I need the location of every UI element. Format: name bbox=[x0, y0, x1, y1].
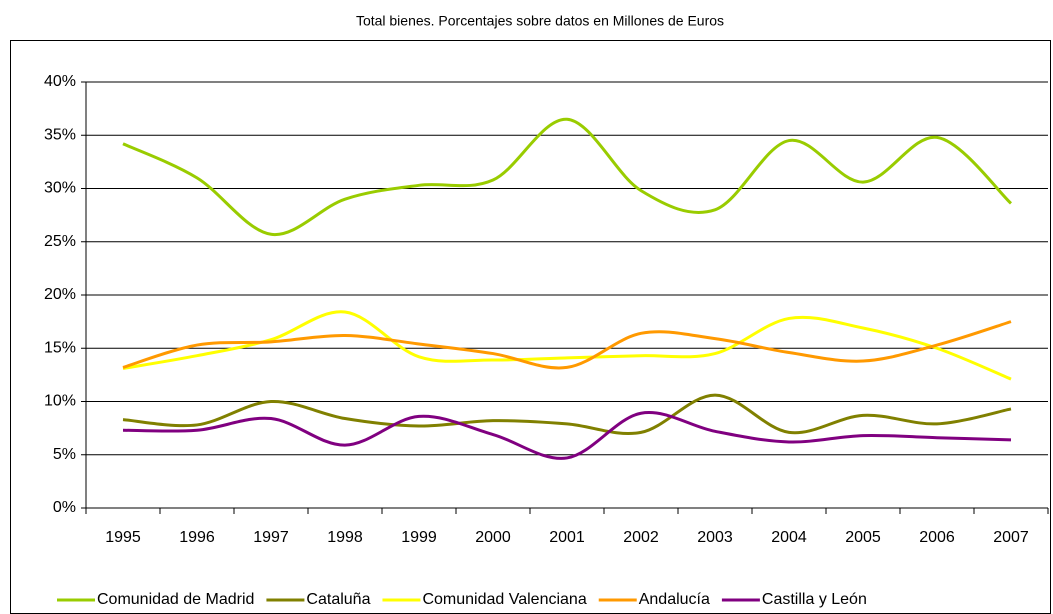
x-tick-label: 2001 bbox=[549, 529, 585, 546]
x-tick-label: 1997 bbox=[253, 529, 289, 546]
legend-label: Cataluña bbox=[306, 591, 370, 608]
chart-frame bbox=[10, 40, 1051, 614]
legend-label: Castilla y León bbox=[762, 591, 867, 608]
x-tick-label: 1998 bbox=[327, 529, 363, 546]
x-tick-label: 1995 bbox=[105, 529, 141, 546]
series-line bbox=[122, 310, 1012, 381]
y-tick-label: 25% bbox=[44, 233, 76, 250]
chart-title: Total bienes. Porcentajes sobre datos en… bbox=[356, 13, 724, 29]
y-tick-label: 40% bbox=[44, 73, 76, 90]
y-tick-label: 20% bbox=[44, 286, 76, 303]
series-line bbox=[122, 320, 1012, 370]
series-line bbox=[122, 393, 1012, 435]
x-tick-label: 2000 bbox=[475, 529, 511, 546]
x-tick-label: 2004 bbox=[771, 529, 807, 546]
y-tick-label: 10% bbox=[44, 393, 76, 410]
y-tick-label: 15% bbox=[44, 339, 76, 356]
x-tick-label: 1999 bbox=[401, 529, 437, 546]
x-tick-label: 2002 bbox=[623, 529, 659, 546]
y-tick-label: 5% bbox=[53, 446, 76, 463]
legend-label: Comunidad de Madrid bbox=[97, 591, 254, 608]
legend-label: Andalucía bbox=[639, 591, 710, 608]
series-line bbox=[122, 411, 1012, 460]
x-tick-label: 2007 bbox=[993, 529, 1029, 546]
series-line bbox=[122, 117, 1013, 236]
y-tick-label: 35% bbox=[44, 126, 76, 143]
x-tick-label: 1996 bbox=[179, 529, 215, 546]
y-tick-label: 0% bbox=[53, 499, 76, 516]
x-tick-label: 2006 bbox=[919, 529, 955, 546]
legend-label: Comunidad Valenciana bbox=[422, 591, 586, 608]
y-tick-label: 30% bbox=[44, 180, 76, 197]
x-tick-label: 2005 bbox=[845, 529, 881, 546]
x-tick-label: 2003 bbox=[697, 529, 733, 546]
